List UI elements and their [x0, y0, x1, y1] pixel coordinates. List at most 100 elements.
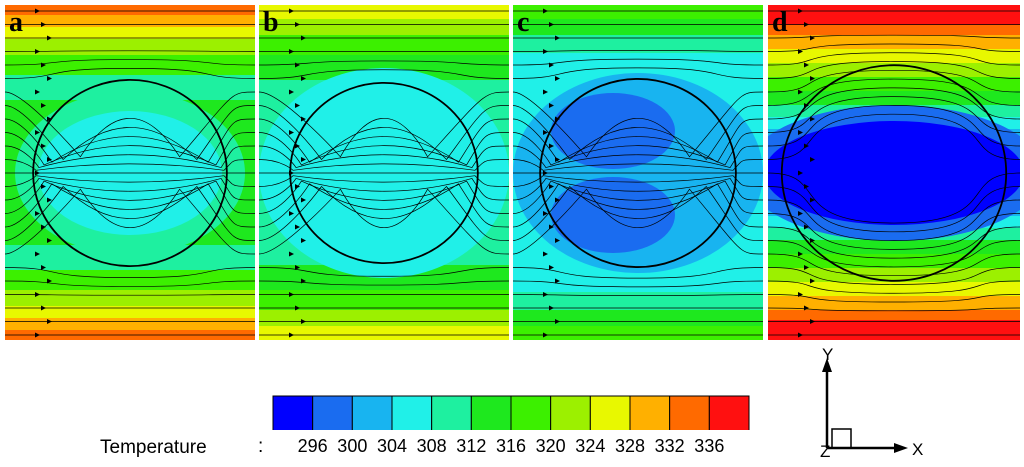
streamline	[259, 105, 509, 161]
streamline-arrow	[810, 319, 815, 324]
streamline-arrow	[301, 278, 306, 284]
streamline-arrow	[47, 116, 52, 122]
colorbar-swatch	[550, 395, 591, 430]
streamline	[768, 113, 1020, 160]
streamline-arrow	[543, 251, 548, 257]
streamline-arrow	[35, 170, 40, 176]
streamline-arrow	[804, 22, 809, 27]
temperature-band	[768, 25, 1020, 35]
temperature-band	[259, 19, 509, 35]
streamline	[259, 159, 509, 171]
streamline	[259, 188, 509, 255]
streamline-arrow	[35, 130, 40, 135]
temperature-band	[768, 91, 1020, 105]
streamline-arrow	[549, 305, 554, 311]
streamline	[513, 280, 763, 288]
streamline	[5, 132, 255, 166]
streamline-arrow	[47, 197, 52, 203]
streamline-arrow	[810, 116, 815, 122]
streamline	[259, 183, 509, 228]
streamline-arrow	[47, 319, 52, 324]
droplet-boundary	[32, 79, 228, 267]
temperature-band	[259, 5, 509, 19]
streamline	[768, 213, 1020, 250]
streamline	[5, 105, 255, 161]
streamline	[768, 267, 1020, 285]
streamline-arrow	[289, 49, 294, 54]
streamline-arrow	[41, 305, 46, 311]
streamline	[5, 67, 255, 79]
streamline-arrow	[543, 8, 548, 14]
streamline-arrow	[295, 224, 300, 230]
colorbar-tick: 304	[376, 436, 408, 456]
streamline-arrow	[543, 332, 548, 338]
streamline	[768, 34, 1020, 39]
streamline-arrow	[35, 8, 40, 14]
temperature-band	[513, 292, 763, 310]
streamline	[5, 50, 255, 52]
temperature-band	[768, 254, 1020, 268]
colorbar-separator: :	[258, 436, 264, 457]
contour-plot-d	[768, 5, 1020, 340]
temperature-band	[768, 240, 1020, 254]
streamline-arrow	[301, 76, 306, 81]
streamline	[768, 43, 1020, 52]
streamline	[513, 294, 763, 297]
colorbar-tick: 312	[456, 436, 487, 456]
streamline-arrow	[810, 238, 815, 243]
streamline-arrow	[543, 292, 548, 297]
streamline-arrow	[41, 184, 46, 189]
streamline	[513, 267, 763, 279]
temperature-band	[513, 19, 763, 35]
temperature-band	[768, 296, 1020, 310]
streamline	[768, 172, 1020, 224]
streamline	[768, 186, 1020, 233]
streamline	[259, 180, 509, 214]
axes-icon	[822, 358, 908, 453]
colorbar-swatch	[351, 395, 393, 430]
streamline	[259, 185, 509, 241]
streamline	[513, 188, 763, 255]
streamline	[513, 67, 763, 79]
streamline-arrow	[295, 22, 300, 27]
temperature-band	[5, 270, 255, 290]
streamline-arrow	[798, 49, 803, 54]
streamline-arrow	[35, 49, 40, 54]
colorbar-swatch	[589, 395, 631, 430]
streamline	[5, 185, 255, 241]
temperature-band	[259, 326, 509, 340]
colorbar-swatch	[629, 395, 671, 430]
colorbar-tick: 296	[297, 436, 328, 456]
streamline-arrow	[549, 265, 554, 270]
streamline-arrow	[295, 305, 300, 311]
streamline-arrow	[41, 143, 46, 149]
streamline-arrow	[810, 278, 815, 284]
streamline-arrow	[810, 157, 815, 162]
streamline-arrow	[555, 157, 560, 162]
streamline-arrow	[543, 89, 548, 95]
temperature-band	[5, 27, 255, 39]
temperature-band	[768, 49, 1020, 63]
temperature-region	[768, 121, 1020, 225]
streamline-arrow	[295, 103, 300, 108]
panel-b: b	[259, 5, 509, 340]
streamline	[768, 105, 1020, 147]
streamline-arrow	[289, 89, 294, 95]
streamline	[5, 280, 255, 287]
colorbar	[272, 395, 750, 430]
streamline	[768, 96, 1020, 133]
panel-label-a: a	[9, 7, 23, 38]
droplet-boundary	[539, 78, 737, 268]
streamline-arrow	[555, 278, 560, 284]
streamline	[768, 78, 1020, 106]
streamline-arrow	[41, 103, 46, 108]
streamline-arrow	[35, 211, 40, 216]
temperature-band	[5, 306, 255, 318]
streamline-arrow	[543, 211, 548, 216]
streamline	[768, 69, 1020, 93]
streamline	[5, 183, 255, 228]
temperature-band	[5, 55, 255, 75]
streamline-arrow	[295, 62, 300, 68]
streamline	[5, 175, 255, 187]
streamline-arrow	[804, 224, 809, 230]
